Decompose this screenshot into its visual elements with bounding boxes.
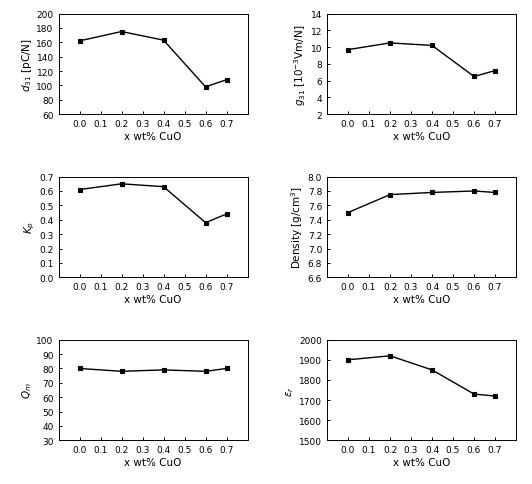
X-axis label: x wt% CuO: x wt% CuO (393, 457, 450, 467)
Y-axis label: $K_p$: $K_p$ (22, 221, 37, 234)
Y-axis label: $d_{31}$ [pC/N]: $d_{31}$ [pC/N] (20, 38, 34, 91)
X-axis label: x wt% CuO: x wt% CuO (393, 132, 450, 141)
X-axis label: x wt% CuO: x wt% CuO (124, 294, 182, 304)
Y-axis label: Density [g/cm$^3$]: Density [g/cm$^3$] (289, 186, 305, 269)
X-axis label: x wt% CuO: x wt% CuO (124, 132, 182, 141)
X-axis label: x wt% CuO: x wt% CuO (124, 457, 182, 467)
Y-axis label: $Q_m$: $Q_m$ (20, 382, 34, 398)
Y-axis label: $g_{31}$ [$10^{-3}$Vm/N]: $g_{31}$ [$10^{-3}$Vm/N] (292, 24, 308, 106)
X-axis label: x wt% CuO: x wt% CuO (393, 294, 450, 304)
Y-axis label: $\varepsilon_r$: $\varepsilon_r$ (285, 385, 296, 396)
